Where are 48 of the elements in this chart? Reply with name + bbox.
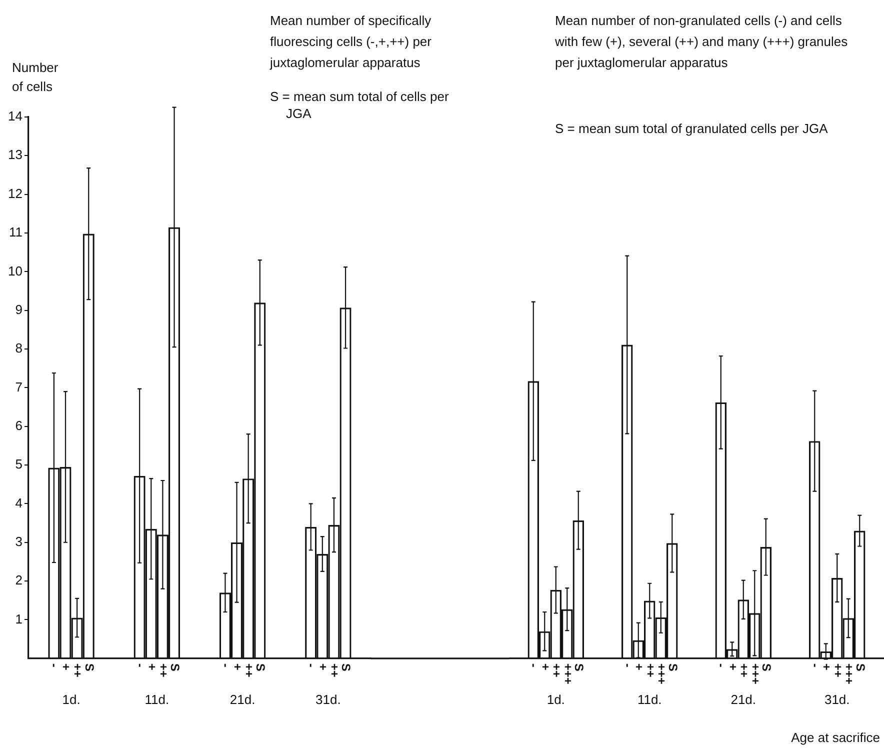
text: + <box>230 663 244 670</box>
annotation: S = mean sum total of cells per JGA <box>270 88 450 122</box>
x-tick-label: 11d. <box>144 692 170 707</box>
text: + <box>144 663 159 670</box>
y-tick-label: 9 <box>15 302 22 317</box>
y-tick-label: 8 <box>15 340 22 356</box>
y-tick-label: 13 <box>8 147 22 162</box>
x-tick-label: 1d. <box>62 692 80 707</box>
y-tick-label: 1 <box>15 611 22 626</box>
text: S <box>254 663 268 672</box>
y-axis-title: Number of cells <box>12 59 60 96</box>
text: - <box>218 663 233 668</box>
text: ++ <box>328 663 342 678</box>
chart-title: Mean number of specifically fluorescing cells (-,+,++) per juxtaglomerular apparatus <box>270 12 432 72</box>
x-tick-label: 31d. <box>824 692 850 707</box>
text: - <box>48 663 62 668</box>
text: ++ <box>156 663 170 678</box>
annotation: S = mean sum total of granulated cells per JGA <box>555 120 829 137</box>
y-tick-label: 3 <box>15 534 22 549</box>
text: S <box>168 663 182 672</box>
y-tick-label: 5 <box>15 456 22 472</box>
text: ++ <box>242 663 256 678</box>
y-tick-label: 11 <box>8 224 22 240</box>
y-tick-label: 4 <box>15 495 22 510</box>
x-tick-label: 31d. <box>316 692 341 707</box>
text: S <box>760 663 774 672</box>
text: + <box>316 663 330 670</box>
x-tick-label: 21d. <box>730 692 756 707</box>
y-tick-label: 7 <box>15 379 22 394</box>
y-tick-label: 14 <box>8 108 22 124</box>
x-tick-label: 21d. <box>230 692 256 707</box>
text: - <box>133 663 148 668</box>
x-tick-label: 1d. <box>546 692 565 707</box>
text: S <box>572 663 586 672</box>
text: - <box>304 663 319 668</box>
y-tick-label: 10 <box>8 263 22 278</box>
x-axis-title: Age at sacrifice <box>791 729 880 747</box>
text: - <box>808 663 822 668</box>
x-tick-label: 11d. <box>637 692 662 707</box>
y-tick-label: 2 <box>15 572 22 588</box>
chart-title: Mean number of non-granulated cells (-) and cells with few (+), several (++) and many (+++) granules per juxtaglomerular apparatus <box>555 12 849 72</box>
text: ++ <box>70 663 85 678</box>
text: + <box>59 663 74 670</box>
text: S <box>339 663 354 672</box>
y-tick-label: 12 <box>8 186 22 201</box>
y-tick-label: 6 <box>15 418 22 433</box>
text: S <box>82 663 96 672</box>
text: - <box>620 663 635 668</box>
